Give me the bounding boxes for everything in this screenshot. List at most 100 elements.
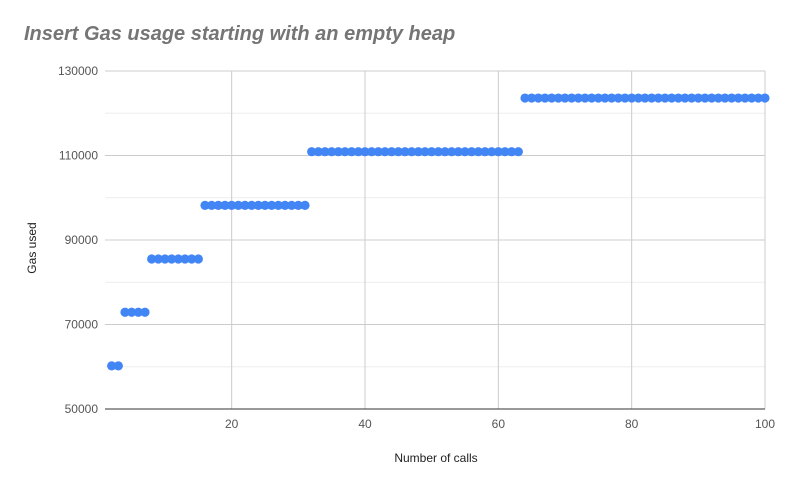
data-point [713, 93, 723, 103]
data-point [227, 200, 237, 210]
data-point [580, 93, 590, 103]
data-point [133, 307, 143, 317]
data-point [140, 307, 150, 317]
y-tick-label: 50000 [65, 402, 99, 416]
data-point [433, 147, 443, 157]
data-point [487, 147, 497, 157]
data-point [700, 93, 710, 103]
data-point [673, 93, 683, 103]
data-point [527, 93, 537, 103]
data-point [300, 200, 310, 210]
data-point [440, 147, 450, 157]
data-point [187, 254, 197, 264]
data-point [120, 307, 130, 317]
data-point [420, 147, 430, 157]
data-point [160, 254, 170, 264]
x-tick-label: 100 [755, 417, 775, 431]
data-point [220, 200, 230, 210]
data-point [247, 200, 257, 210]
data-point [173, 254, 183, 264]
data-point [200, 200, 210, 210]
x-tick-label: 20 [225, 417, 239, 431]
data-point [727, 93, 737, 103]
data-point [180, 254, 190, 264]
data-point [547, 93, 557, 103]
y-tick-label: 70000 [65, 318, 99, 332]
x-tick-label: 60 [492, 417, 506, 431]
data-point [500, 147, 510, 157]
data-point [567, 93, 577, 103]
data-point [287, 200, 297, 210]
data-point [327, 147, 337, 157]
data-point [587, 93, 597, 103]
data-point [640, 93, 650, 103]
data-point [513, 147, 523, 157]
data-point [127, 307, 137, 317]
data-point [620, 93, 630, 103]
data-point [280, 200, 290, 210]
data-point [667, 93, 677, 103]
data-point [260, 200, 270, 210]
data-point [467, 147, 477, 157]
data-point [473, 147, 483, 157]
data-point [400, 147, 410, 157]
data-point [733, 93, 743, 103]
data-point [493, 147, 503, 157]
data-point [613, 93, 623, 103]
data-point [747, 93, 757, 103]
data-point [320, 147, 330, 157]
data-point [753, 93, 763, 103]
axis-ticks: 50000 70000 90000 110000 130000 20 40 60 80 100 [58, 64, 775, 431]
data-point [480, 147, 490, 157]
data-point [207, 200, 217, 210]
data-point [213, 200, 223, 210]
data-point [593, 93, 603, 103]
data-point [720, 93, 730, 103]
y-tick-label: 130000 [58, 64, 98, 78]
data-point [393, 147, 403, 157]
chart-title: Insert Gas usage starting with an empty … [24, 23, 456, 45]
data-point [233, 200, 243, 210]
data-point [520, 93, 530, 103]
data-point [447, 147, 457, 157]
data-point [107, 361, 117, 371]
data-point [427, 147, 437, 157]
data-point [340, 147, 350, 157]
data-point [707, 93, 717, 103]
data-point [693, 93, 703, 103]
data-point [407, 147, 417, 157]
data-point [293, 200, 303, 210]
x-axis-label: Number of calls [394, 451, 478, 465]
data-point [553, 93, 563, 103]
data-point [367, 147, 377, 157]
data-point [113, 361, 123, 371]
data-point [153, 254, 163, 264]
data-point [413, 147, 423, 157]
x-tick-label: 80 [625, 417, 639, 431]
data-point [167, 254, 177, 264]
data-point [600, 93, 610, 103]
x-tick-label: 40 [358, 417, 372, 431]
data-point [333, 147, 343, 157]
data-point [660, 93, 670, 103]
data-point [380, 147, 390, 157]
data-point [507, 147, 517, 157]
data-point [313, 147, 323, 157]
data-point [373, 147, 383, 157]
data-point [147, 254, 157, 264]
data-point [307, 147, 317, 157]
data-point [193, 254, 203, 264]
data-point [760, 93, 770, 103]
data-point [360, 147, 370, 157]
data-point [273, 200, 283, 210]
y-tick-label: 110000 [59, 149, 98, 163]
data-point [240, 200, 250, 210]
data-point [687, 93, 697, 103]
data-point [647, 93, 657, 103]
data-points [107, 93, 770, 371]
data-point [627, 93, 637, 103]
y-tick-label: 90000 [65, 233, 99, 247]
grid [105, 70, 766, 410]
data-point [540, 93, 550, 103]
